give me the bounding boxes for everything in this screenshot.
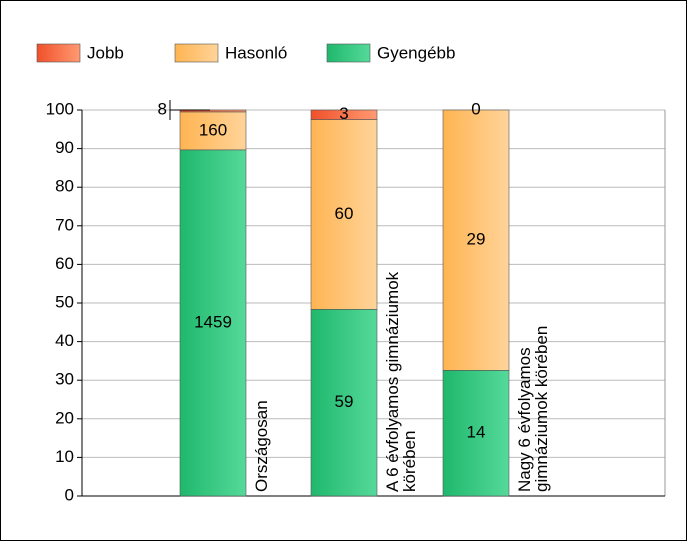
bar-segment [179, 149, 247, 497]
bar-segment [310, 109, 378, 120]
x-tick-label: A 6 évfolyamos gimnáziumokkörében [383, 271, 419, 492]
y-tick-label: 50 [55, 292, 74, 311]
y-tick-label: 10 [55, 447, 74, 466]
data-label: 1459 [194, 312, 232, 331]
y-tick-label: 30 [55, 370, 74, 389]
bar-segment [179, 109, 247, 113]
data-label: 8 [158, 99, 167, 118]
data-label: 59 [335, 392, 354, 411]
legend-swatch [326, 43, 371, 63]
bar-segment [442, 370, 510, 497]
bar-segment [442, 109, 510, 371]
legend-label: Gyengébb [377, 43, 455, 62]
legend-label: Jobb [87, 43, 124, 62]
data-label: 160 [199, 120, 227, 139]
data-label: 60 [335, 204, 354, 223]
y-tick-label: 100 [46, 99, 74, 118]
bar-segment [310, 309, 378, 497]
data-label: 3 [339, 104, 348, 123]
data-label: 0 [471, 99, 480, 118]
y-tick-label: 80 [55, 177, 74, 196]
x-tick-label: Országosan [252, 400, 271, 492]
y-tick-label: 70 [55, 215, 74, 234]
y-tick-label: 60 [55, 254, 74, 273]
bar-segment [179, 111, 247, 151]
legend-label: Hasonló [225, 43, 287, 62]
data-label: 14 [467, 423, 486, 442]
bar-segment [310, 119, 378, 310]
legend-swatch [174, 43, 219, 63]
legend-swatch [36, 43, 81, 63]
y-tick-label: 90 [55, 138, 74, 157]
data-label: 29 [467, 230, 486, 249]
y-tick-label: 0 [65, 485, 74, 504]
y-tick-label: 40 [55, 331, 74, 350]
x-tick-label: Nagy 6 évfolyamosgimnáziumok körében [515, 326, 551, 492]
y-tick-label: 20 [55, 408, 74, 427]
